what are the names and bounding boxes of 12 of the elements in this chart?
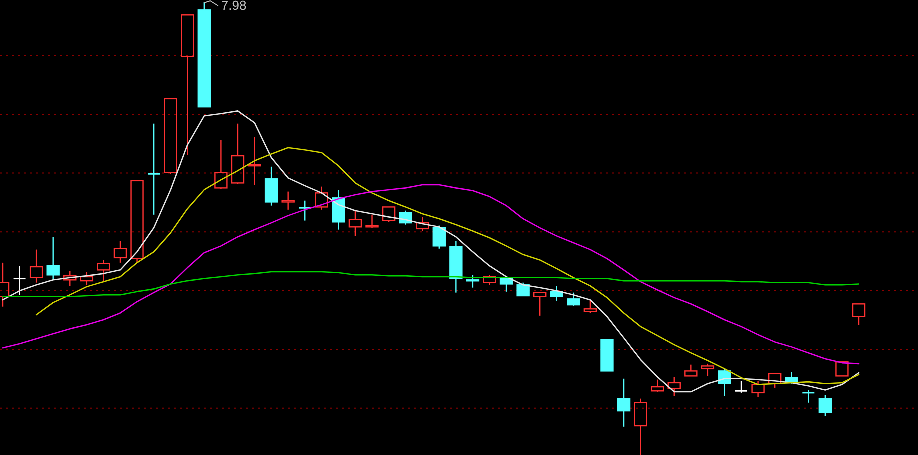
candlestick	[147, 123, 161, 216]
candlestick	[348, 210, 362, 237]
candlestick	[248, 136, 262, 186]
annotation: 7.98	[221, 0, 247, 13]
candlestick	[634, 398, 648, 455]
candlestick	[13, 266, 27, 296]
candlestick	[332, 189, 346, 230]
candlestick	[97, 260, 110, 282]
candlestick	[450, 240, 463, 294]
candlestick	[752, 380, 765, 398]
candlestick	[617, 378, 631, 428]
candlestick	[282, 191, 295, 211]
